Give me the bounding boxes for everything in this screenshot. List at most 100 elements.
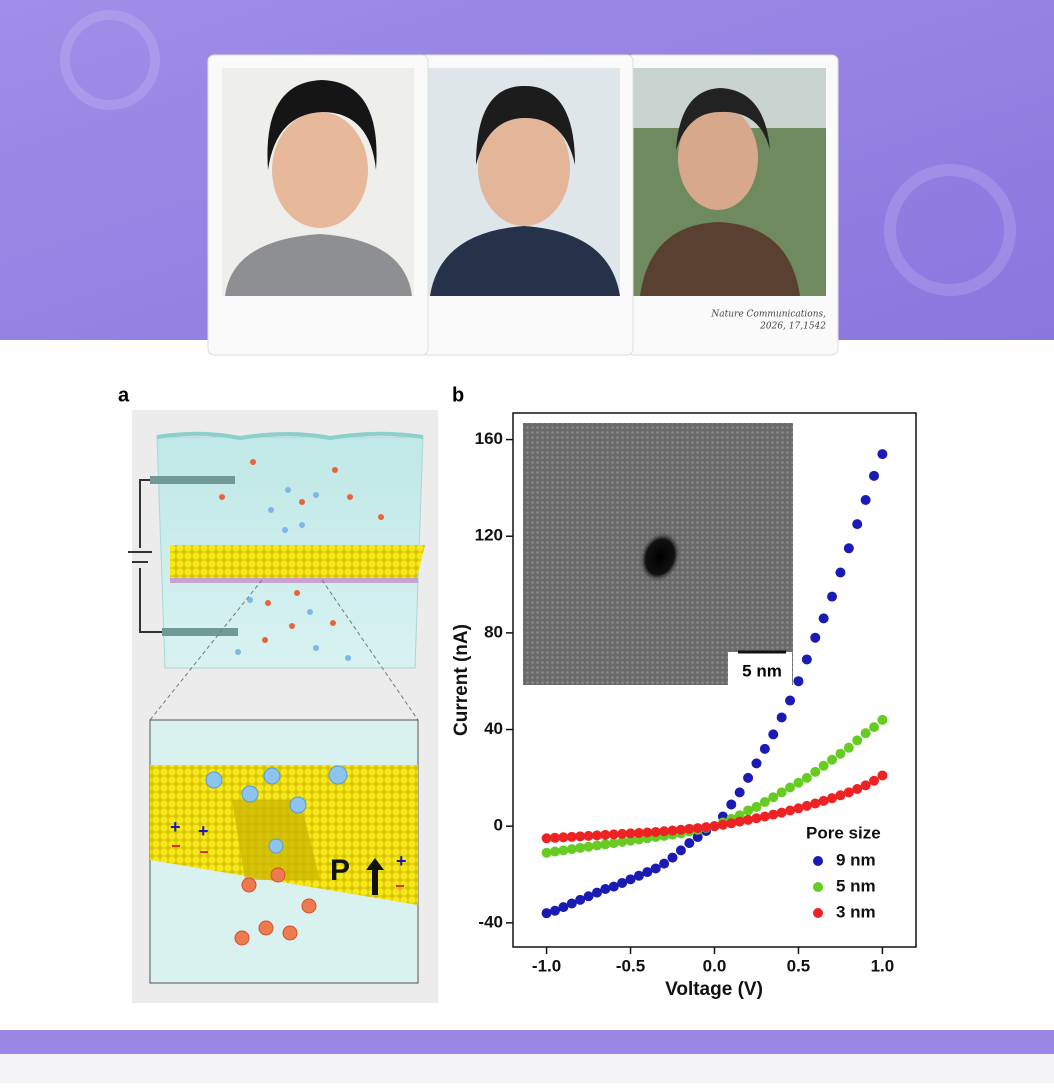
data-point [591,830,602,841]
x-tick-label: 1.0 [871,956,895,975]
data-point [558,832,569,843]
legend-title: Pore size [806,823,881,842]
charge-label: + [170,817,181,837]
data-point [659,858,670,869]
data-point [684,838,695,849]
data-point [877,714,888,725]
caption: 2026, 17,1542 [759,322,826,332]
data-point [558,845,569,856]
charge-label: + [396,851,407,871]
data-point [776,712,787,723]
data-point [776,807,787,818]
data-point [608,838,619,849]
data-point [617,828,628,839]
charge-label: + [198,821,209,841]
data-point [541,908,552,919]
data-point [575,842,586,853]
data-point [810,766,821,777]
data-point [818,760,829,771]
data-point [869,775,880,786]
data-point [776,787,787,798]
data-point [835,748,846,759]
data-point [827,754,838,765]
data-point [810,632,821,643]
data-point [541,847,552,858]
data-point [759,797,770,808]
data-point [541,833,552,844]
data-point [549,905,560,916]
data-point [617,836,628,847]
data-point [608,881,619,892]
data-point [743,805,754,816]
data-point [793,676,804,687]
legend-label: 3 nm [836,902,876,921]
y-tick-label: 40 [484,719,503,738]
data-point [667,852,678,863]
legend-label: 5 nm [836,876,876,895]
data-point [877,770,888,781]
data-point [625,828,636,839]
data-point [600,829,611,840]
diagram: + + + P [128,410,438,1003]
data-point [818,613,829,624]
legend-label: 9 nm [836,850,876,869]
data-point [751,758,762,769]
data-point [625,874,636,885]
data-point [709,821,720,832]
polarization-label: P [330,854,350,887]
data-point [642,827,653,838]
data-point [625,835,636,846]
data-point [633,870,644,881]
panel-label: b [452,384,464,406]
data-point [692,832,703,843]
x-tick-label: -0.5 [616,956,645,975]
data-point [827,591,838,602]
data-point [793,777,804,788]
data-point [549,846,560,857]
data-point [852,519,863,530]
data-point [717,819,728,830]
data-point [869,722,880,733]
data-point [600,839,611,850]
data-point [675,845,686,856]
data-point [810,798,821,809]
data-point [583,830,594,841]
data-point [860,780,871,791]
legend-marker [813,908,823,918]
y-axis-label: Current (nA) [451,624,472,736]
data-point [734,816,745,827]
legend-marker [813,856,823,866]
photo-card [207,54,429,356]
photo-card: Nature Communications, 2026, 17,1542 [626,54,839,356]
y-tick-label: 160 [475,429,503,448]
y-tick-label: 80 [484,622,503,641]
data-point [827,793,838,804]
data-point [692,823,703,834]
data-point [843,543,854,554]
data-point [650,826,661,837]
data-point [726,799,737,810]
footer-stripe [0,1030,1054,1054]
x-tick-label: 0.5 [787,956,811,975]
data-point [843,742,854,753]
data-point [566,844,577,855]
data-point [575,894,586,905]
x-tick-label: -1.0 [532,956,561,975]
data-point [575,831,586,842]
data-point [835,567,846,578]
data-point [751,813,762,824]
data-point [549,832,560,843]
y-tick-label: -40 [478,912,503,931]
data-point [642,867,653,878]
photo-card [419,54,634,356]
data-point [617,877,628,888]
data-point [734,787,745,798]
data-point [726,818,737,829]
data-point [759,743,770,754]
data-point [801,800,812,811]
data-point [768,729,779,740]
data-point [583,841,594,852]
data-point [743,814,754,825]
data-point [818,795,829,806]
data-point [684,823,695,834]
